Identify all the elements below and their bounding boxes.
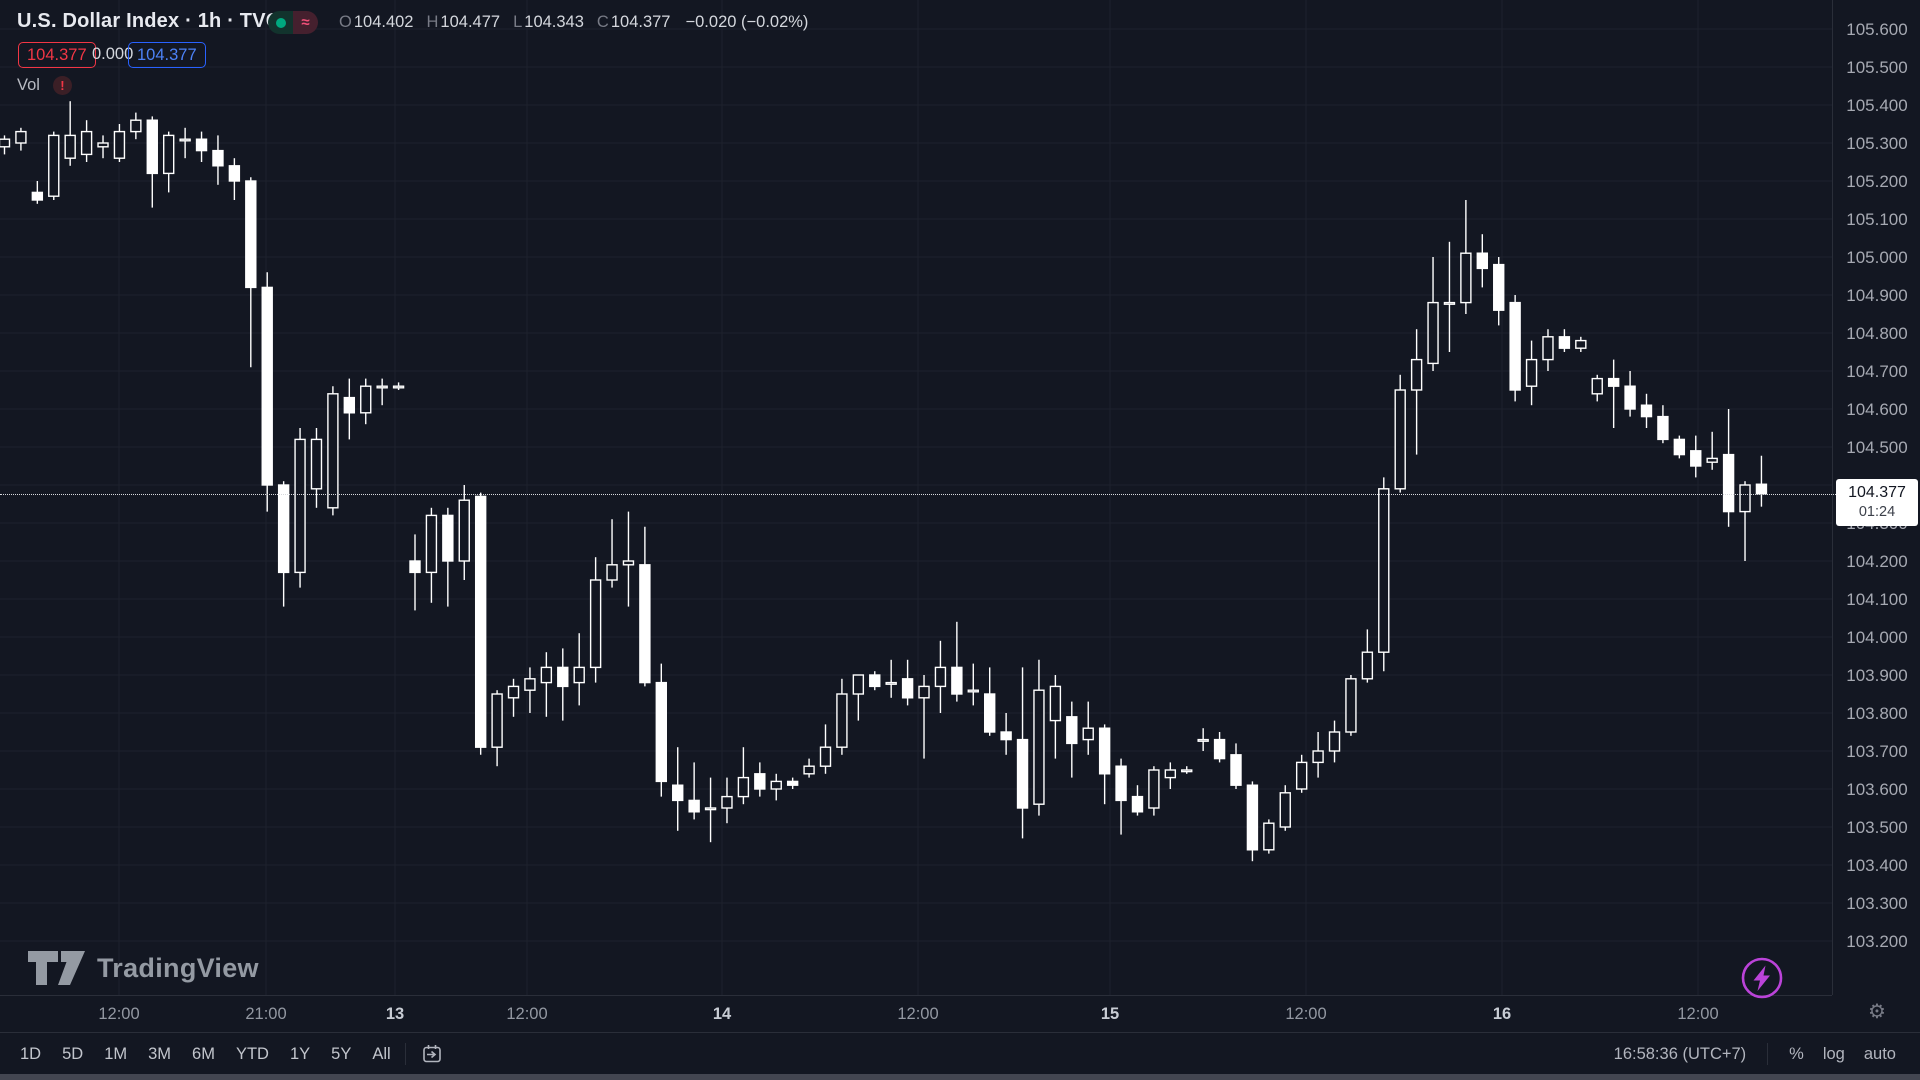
time-axis-label: 12:00	[1677, 1005, 1719, 1023]
market-status-icon	[268, 11, 293, 34]
range-button-6m[interactable]: 6M	[192, 1044, 215, 1063]
log-scale-button[interactable]: log	[1822, 1044, 1845, 1063]
price-axis-label: 103.700	[1846, 741, 1908, 761]
range-button-all[interactable]: All	[372, 1044, 391, 1063]
current-price-tag: 104.377 01:24	[1836, 479, 1918, 526]
time-axis-label: 16	[1492, 1005, 1512, 1023]
ohlc-readout: O 104.402 H 104.477 L 104.343 C 104.377 −0.0…	[339, 13, 808, 32]
range-button-5y[interactable]: 5Y	[331, 1044, 352, 1063]
percent-scale-button[interactable]: %	[1789, 1044, 1804, 1063]
price-axis[interactable]: 105.600 105.500 105.400 105.300 105.200 105.1…	[1832, 0, 1920, 995]
bottom-strip	[0, 1074, 1920, 1080]
price-axis-label: 103.300	[1846, 893, 1908, 913]
price-axis-label: 104.900	[1846, 285, 1908, 305]
price-axis-label: 104.500	[1846, 437, 1908, 457]
spread-value: 0.000	[92, 45, 134, 63]
price-axis-label: 105.500	[1846, 57, 1908, 77]
price-axis-label: 104.000	[1846, 627, 1908, 647]
price-axis-label: 104.600	[1846, 399, 1908, 419]
time-axis-label: 14	[712, 1005, 732, 1023]
low-value: 104.343	[524, 13, 584, 31]
buy-button[interactable]: 104.377	[128, 42, 206, 68]
price-axis-label: 104.100	[1846, 589, 1908, 609]
price-axis-label: 104.200	[1846, 551, 1908, 571]
low-label: L	[513, 13, 523, 31]
toolbar-divider	[404, 1043, 406, 1065]
time-axis-label: 21:00	[245, 1005, 287, 1023]
price-axis-label: 103.400	[1846, 855, 1908, 875]
time-axis-label: 13	[385, 1005, 405, 1023]
close-label: C	[596, 13, 609, 31]
clock[interactable]: 16:58:36 (UTC+7)	[1613, 1044, 1747, 1063]
toolbar-divider	[1767, 1043, 1769, 1065]
approx-data-icon: ≈	[293, 11, 318, 34]
open-label: O	[339, 13, 352, 31]
time-axis-label: 15	[1100, 1005, 1120, 1023]
volume-indicator-row[interactable]: Vol !	[17, 76, 72, 95]
symbol-title[interactable]: U.S. Dollar Index · 1h · TVC	[17, 10, 281, 32]
range-button-1d[interactable]: 1D	[20, 1044, 42, 1063]
price-axis-label: 104.800	[1846, 323, 1908, 343]
price-axis-label: 103.800	[1846, 703, 1908, 723]
price-axis-label: 103.200	[1846, 931, 1908, 951]
range-button-1y[interactable]: 1Y	[289, 1044, 311, 1063]
go-to-date-icon[interactable]	[420, 1042, 444, 1066]
bar-countdown: 01:24	[1858, 504, 1896, 521]
tradingview-logo-icon	[28, 951, 85, 985]
status-pill[interactable]: ≈	[268, 11, 318, 34]
volume-label: Vol	[17, 76, 40, 94]
time-axis-label: 12:00	[98, 1005, 140, 1023]
bottom-toolbar: 1D 5D 1M 3M 6M YTD 1Y 5Y All 16:58:36 (UTC+7) % …	[0, 1032, 1920, 1075]
tradingview-logo[interactable]: TradingView	[28, 951, 259, 985]
tradingview-logo-text: TradingView	[97, 952, 259, 983]
price-axis-label: 103.900	[1846, 665, 1908, 685]
price-axis-label: 103.500	[1846, 817, 1908, 837]
time-axis-label: 12:00	[1285, 1005, 1327, 1023]
price-axis-label: 103.600	[1846, 779, 1908, 799]
range-button-1m[interactable]: 1M	[104, 1044, 128, 1063]
lightning-icon[interactable]	[1738, 954, 1786, 1002]
range-button-ytd[interactable]: YTD	[235, 1044, 269, 1063]
price-axis-label: 105.600	[1846, 19, 1908, 39]
price-axis-label: 104.700	[1846, 361, 1908, 381]
price-tag-value: 104.377	[1848, 484, 1906, 502]
sell-button[interactable]: 104.377	[18, 42, 96, 68]
time-axis[interactable]: 12:00 21:00 13 12:00 14 12:00 15 12:00 16 12:00	[0, 995, 1832, 1033]
price-axis-label: 105.100	[1846, 209, 1908, 229]
chart-canvas[interactable]	[0, 0, 1832, 995]
warning-icon[interactable]: !	[52, 76, 72, 95]
price-axis-label: 105.200	[1846, 171, 1908, 191]
range-button-5d[interactable]: 5D	[62, 1044, 84, 1063]
current-price-line	[0, 493, 1848, 495]
high-value: 104.477	[440, 13, 501, 31]
auto-scale-button[interactable]: auto	[1863, 1044, 1896, 1063]
time-axis-label: 12:00	[897, 1005, 939, 1023]
price-axis-label: 105.000	[1846, 247, 1908, 267]
price-axis-label: 105.400	[1846, 95, 1908, 115]
open-value: 104.402	[353, 13, 414, 31]
close-value: 104.377	[610, 13, 671, 31]
range-button-3m[interactable]: 3M	[148, 1044, 172, 1063]
high-label: H	[426, 13, 439, 31]
price-axis-label: 105.300	[1846, 133, 1908, 153]
time-axis-label: 12:00	[506, 1005, 548, 1023]
change-value: −0.020 (−0.02%)	[685, 13, 809, 31]
settings-gear-icon[interactable]: ⚙	[1868, 1001, 1886, 1023]
date-range-buttons: 1D 5D 1M 3M 6M YTD 1Y 5Y All	[20, 1045, 391, 1064]
